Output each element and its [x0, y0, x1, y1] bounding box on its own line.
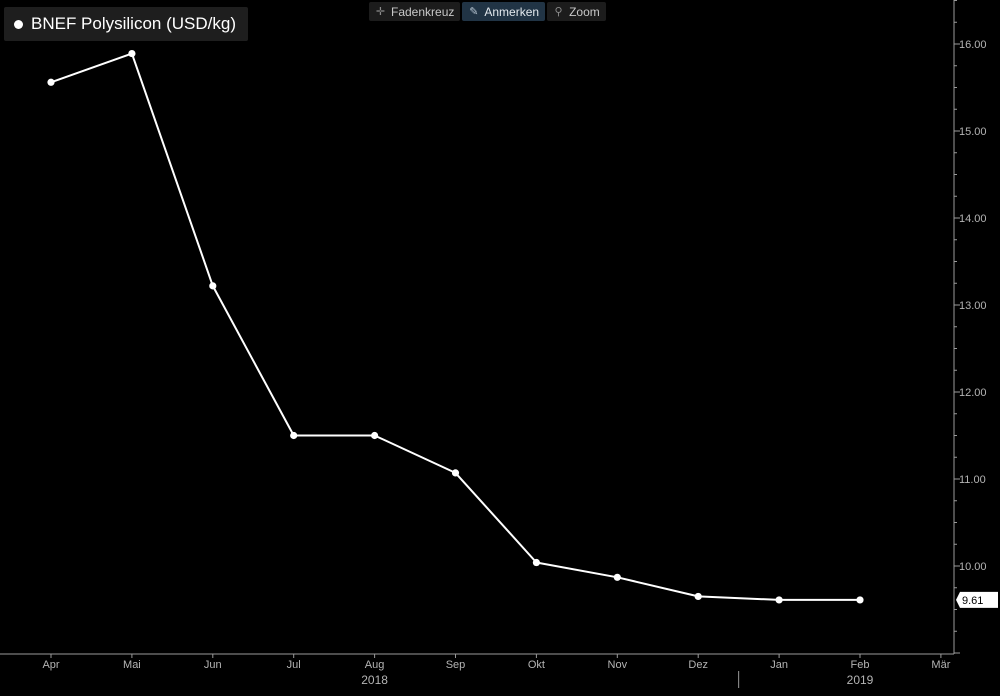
legend-label: BNEF Polysilicon (USD/kg) — [31, 14, 236, 33]
data-point — [290, 431, 298, 440]
y-tick-label: 11.00 — [959, 474, 986, 486]
year-label: 2018 — [361, 673, 388, 687]
chart-toolbar: ✛ Fadenkreuz ✎ Anmerken ⚲ Zoom — [369, 2, 606, 21]
annotate-label: Anmerken — [484, 4, 540, 19]
annotate-button[interactable]: ✎ Anmerken — [462, 2, 546, 21]
data-point — [371, 431, 379, 440]
axis-labels: 10.00 11.00 12.00 13.00 14.00 15.00 16.00 Apr Ma… — [42, 39, 998, 687]
legend: BNEF Polysilicon (USD/kg) — [4, 7, 248, 41]
series-line — [50, 52, 860, 601]
zoom-label: Zoom — [569, 4, 600, 19]
y-tick-label: 12.00 — [959, 387, 987, 399]
x-tick-label: Sep — [446, 659, 466, 671]
data-point — [128, 49, 136, 58]
x-tick-label: Mär — [931, 659, 950, 671]
x-tick-label: Dez — [688, 659, 708, 671]
x-tick-label: Feb — [851, 659, 870, 671]
data-point — [532, 558, 541, 567]
y-tick-label: 10.00 — [959, 561, 987, 573]
x-tick-label: Okt — [528, 659, 545, 671]
year-label: 2019 — [847, 673, 874, 687]
y-tick-label: 14.00 — [959, 213, 987, 225]
y-tick-label: 15.00 — [959, 126, 987, 138]
data-point — [856, 596, 864, 604]
last-value-label: 9.61 — [962, 595, 983, 607]
data-point — [613, 573, 621, 581]
x-tick-label: Jun — [204, 659, 222, 671]
crosshair-button[interactable]: ✛ Fadenkreuz — [369, 2, 461, 21]
x-tick-label: Jan — [770, 659, 788, 671]
data-point — [47, 78, 55, 86]
x-tick-label: Nov — [608, 659, 628, 671]
x-tick-label: Mai — [123, 659, 141, 671]
legend-dot-icon — [14, 19, 23, 29]
last-value-marker — [956, 591, 998, 608]
crosshair-label: Fadenkreuz — [391, 4, 455, 19]
pencil-icon: ✎ — [469, 6, 479, 18]
y-tick-label: 13.00 — [959, 300, 987, 312]
magnifier-icon: ⚲ — [554, 6, 563, 18]
data-point — [694, 592, 702, 601]
crosshair-icon: ✛ — [375, 6, 386, 18]
series-layer — [47, 49, 864, 604]
data-point — [209, 282, 217, 290]
x-tick-label: Apr — [42, 659, 59, 671]
y-tick-label: 16.00 — [959, 39, 987, 51]
axes — [0, 0, 960, 688]
x-tick-label: Aug — [365, 659, 385, 671]
zoom-button[interactable]: ⚲ Zoom — [547, 2, 606, 21]
data-point — [775, 596, 783, 604]
x-tick-label: Jul — [287, 659, 301, 671]
data-point — [451, 469, 460, 477]
